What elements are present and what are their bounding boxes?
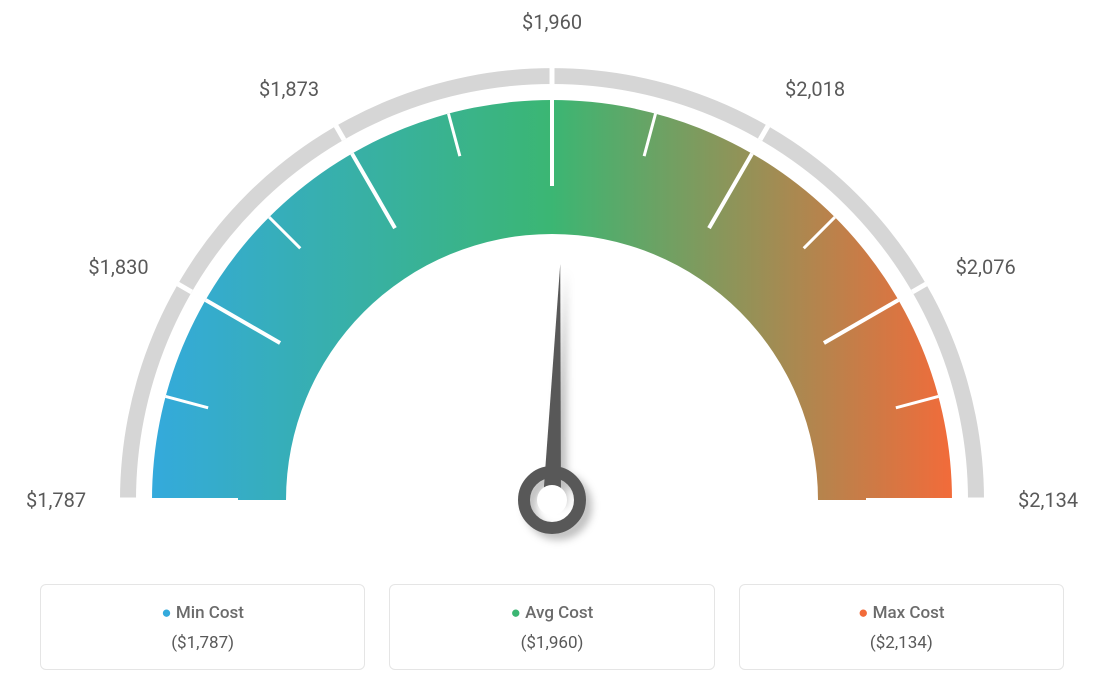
gauge-tick-label: $1,873 [259, 77, 319, 101]
legend-card-min: ● Min Cost ($1,787) [40, 584, 365, 670]
gauge-tick-label: $2,018 [785, 77, 845, 101]
gauge-tick-label: $2,076 [956, 255, 1016, 279]
legend-value-min: ($1,787) [51, 633, 354, 653]
legend-value-max: ($2,134) [750, 633, 1053, 653]
gauge-tick-label: $2,134 [1018, 488, 1078, 512]
legend-title-min: ● Min Cost [51, 603, 354, 623]
gauge-tick-label: $1,787 [26, 488, 86, 512]
legend-title-avg: ● Avg Cost [400, 603, 703, 623]
gauge-tick-label: $1,960 [522, 10, 582, 34]
legend-row: ● Min Cost ($1,787) ● Avg Cost ($1,960) … [30, 584, 1074, 670]
cost-gauge: $1,787$1,830$1,873$1,960$2,018$2,076$2,1… [30, 20, 1074, 550]
legend-value-avg: ($1,960) [400, 633, 703, 653]
legend-card-max: ● Max Cost ($2,134) [739, 584, 1064, 670]
gauge-tick-label: $1,830 [88, 255, 148, 279]
gauge-svg [30, 20, 1074, 550]
legend-card-avg: ● Avg Cost ($1,960) [389, 584, 714, 670]
legend-title-max: ● Max Cost [750, 603, 1053, 623]
